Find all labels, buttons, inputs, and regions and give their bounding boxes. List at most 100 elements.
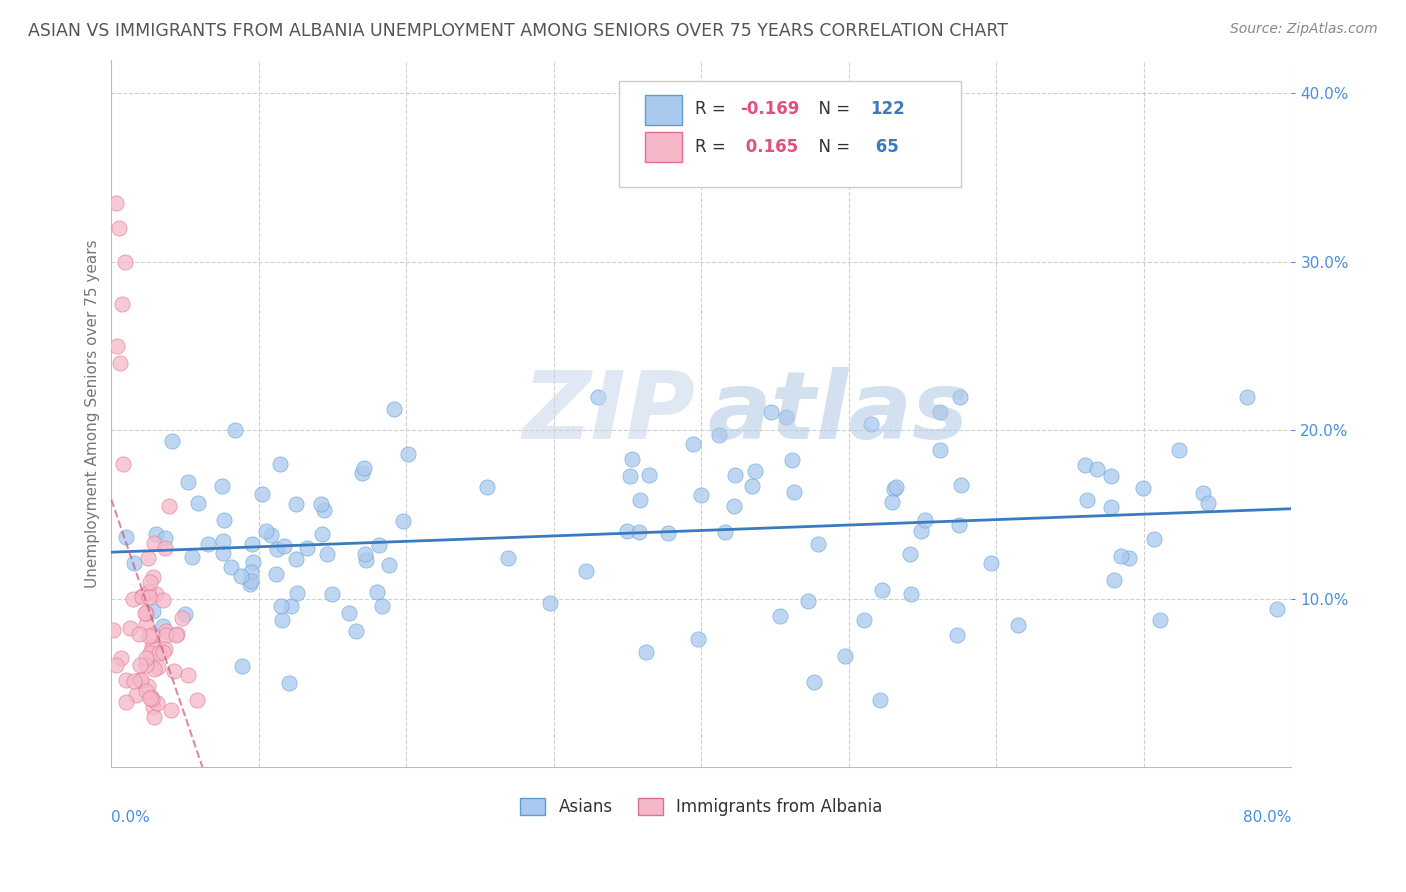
Point (366, 585, 388, 599)
Point (713, 524, 735, 539)
Point (197, 537, 219, 551)
Point (321, 587, 343, 601)
Point (128, 627, 150, 641)
Point (1168, 442, 1191, 457)
Point (174, 607, 197, 621)
Point (148, 646, 170, 660)
Point (166, 627, 188, 641)
Point (807, 537, 830, 551)
Point (929, 404, 952, 418)
Point (910, 524, 932, 538)
Point (949, 390, 972, 404)
Point (382, 402, 405, 417)
Point (724, 468, 747, 483)
Point (783, 484, 806, 499)
Point (1085, 461, 1108, 475)
Point (142, 536, 165, 550)
Point (221, 559, 243, 574)
Text: ASIAN VS IMMIGRANTS FROM ALBANIA UNEMPLOYMENT AMONG SENIORS OVER 75 YEARS CORREL: ASIAN VS IMMIGRANTS FROM ALBANIA UNEMPLO… (28, 22, 1008, 40)
Text: 122: 122 (870, 100, 905, 118)
Point (250, 487, 273, 501)
Point (1149, 613, 1171, 627)
Point (143, 663, 166, 677)
Point (212, 546, 235, 560)
Point (884, 479, 907, 493)
Point (259, 527, 281, 541)
Point (1132, 481, 1154, 495)
Point (114, 254, 136, 268)
Point (900, 587, 922, 601)
Point (114, 673, 136, 688)
Point (723, 499, 745, 513)
Point (898, 548, 921, 562)
Point (869, 693, 891, 707)
Point (136, 585, 159, 599)
Text: N =: N = (807, 137, 855, 155)
Point (214, 513, 236, 527)
Point (1099, 500, 1122, 515)
Point (139, 690, 162, 705)
Point (134, 606, 156, 620)
Point (139, 646, 162, 660)
Point (101, 624, 124, 638)
Point (780, 452, 803, 467)
Point (377, 558, 399, 572)
Point (229, 569, 252, 583)
Point (110, 651, 132, 665)
Point (112, 457, 135, 471)
Point (146, 659, 169, 673)
Point (929, 442, 952, 457)
Point (224, 423, 246, 437)
Point (135, 617, 157, 632)
Point (280, 599, 302, 614)
Point (104, 658, 127, 673)
Point (315, 547, 337, 561)
Point (352, 466, 374, 480)
Point (586, 390, 609, 404)
Point (353, 547, 375, 561)
Point (1102, 573, 1125, 587)
Point (797, 594, 820, 608)
Point (153, 531, 176, 545)
Point (155, 541, 177, 555)
Point (155, 628, 177, 642)
Point (312, 502, 335, 516)
Point (277, 676, 299, 690)
Point (295, 541, 318, 555)
Point (273, 539, 295, 553)
Point (803, 675, 825, 690)
Point (946, 628, 969, 642)
Point (111, 297, 134, 311)
Text: R =: R = (696, 100, 731, 118)
Point (105, 339, 128, 353)
Point (371, 599, 394, 613)
Point (152, 593, 174, 607)
Point (187, 496, 209, 510)
Point (1073, 458, 1095, 472)
Point (949, 477, 972, 491)
Point (620, 451, 643, 466)
Point (242, 555, 264, 569)
Point (367, 538, 389, 552)
Text: -0.169: -0.169 (741, 100, 800, 118)
Point (396, 447, 419, 461)
Point (165, 627, 187, 641)
Point (212, 533, 235, 548)
Point (142, 640, 165, 654)
Point (110, 356, 132, 370)
Point (145, 527, 167, 541)
Point (392, 514, 415, 528)
Point (141, 692, 163, 706)
Point (240, 537, 263, 551)
Point (688, 632, 710, 647)
Point (254, 524, 277, 538)
Point (1142, 532, 1164, 546)
Point (496, 550, 519, 565)
Point (852, 613, 875, 627)
Point (239, 576, 262, 591)
Bar (645, 133, 682, 162)
Point (475, 480, 498, 494)
Point (186, 693, 208, 707)
Text: 65: 65 (870, 137, 898, 155)
Text: ZIP: ZIP (523, 368, 696, 459)
